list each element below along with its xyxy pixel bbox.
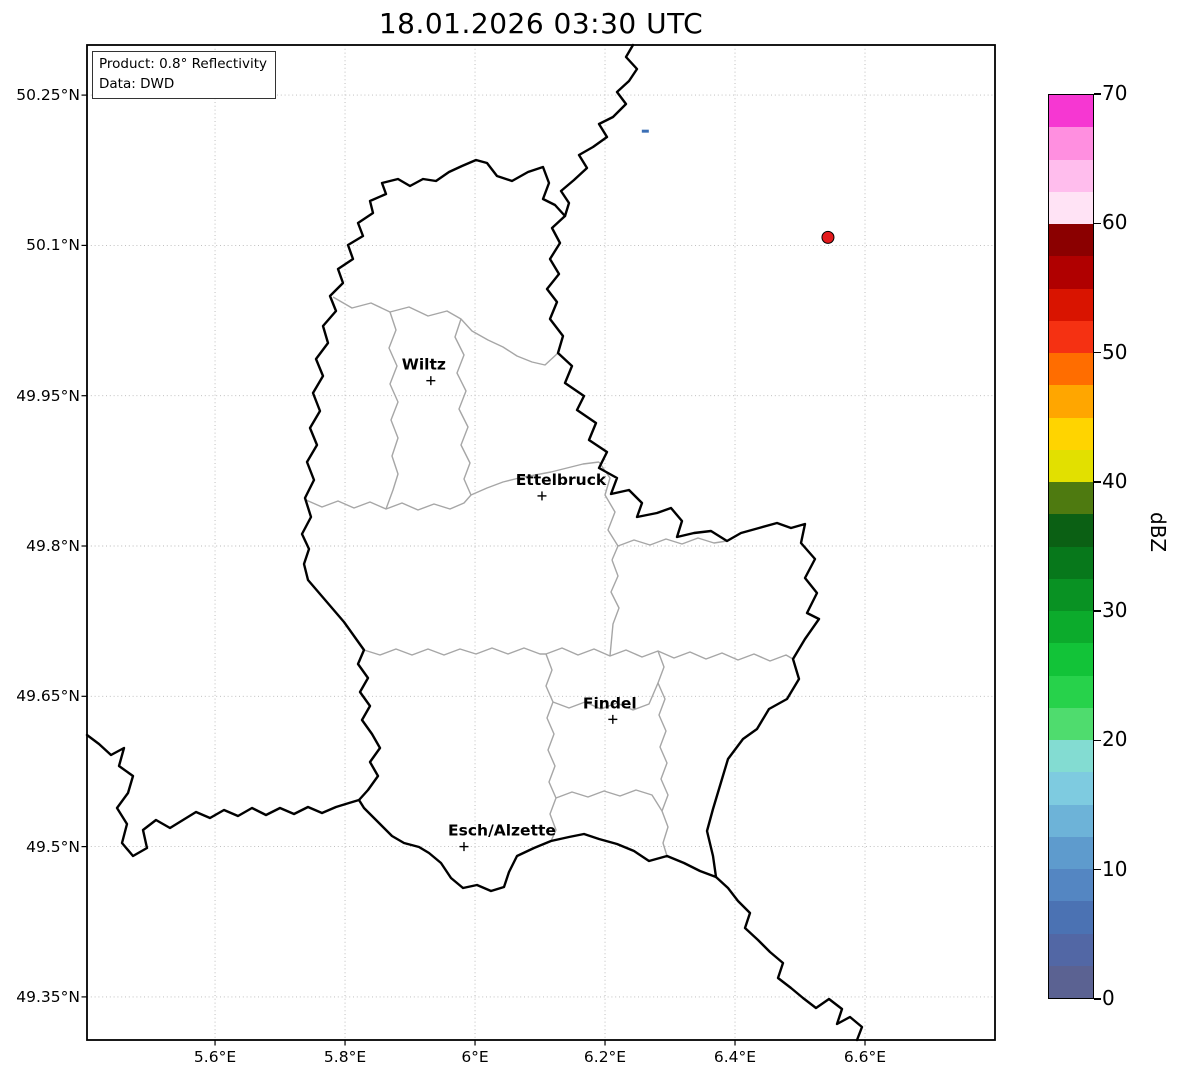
colorbar-swatch	[1049, 449, 1093, 482]
radar-echo-dash	[641, 129, 649, 133]
grid-layer	[87, 45, 995, 1040]
x-tick-label: 6.2°E	[583, 1048, 627, 1066]
colorbar-tick-label: 10	[1102, 856, 1128, 881]
colorbar-swatch	[1049, 643, 1093, 676]
colorbar-swatch	[1049, 127, 1093, 160]
colorbar-tick-mark	[1094, 868, 1101, 871]
x-tick-label: 6°E	[461, 1048, 489, 1066]
y-tick-label: 50.25°N	[16, 86, 80, 105]
plot-frame	[86, 44, 996, 1041]
colorbar-tick-label: 40	[1102, 468, 1128, 493]
colorbar-swatch	[1049, 901, 1093, 934]
colorbar-swatch	[1049, 611, 1093, 644]
city-layer: Wiltz Ettelbruck Findel Esch/Alzette	[402, 356, 637, 852]
district-border	[385, 311, 399, 510]
colorbar-swatches	[1049, 95, 1093, 998]
district-border	[545, 653, 557, 842]
district-border	[609, 559, 620, 657]
colorbar-swatch	[1049, 288, 1093, 321]
luxembourg-border	[300, 158, 821, 893]
colorbar-tick-mark	[1094, 222, 1101, 225]
city-label: Wiltz	[402, 356, 446, 374]
info-box: Product: 0.8° Reflectivity Data: DWD	[92, 51, 276, 100]
france-belgium-border	[85, 733, 361, 858]
district-borders	[305, 296, 794, 857]
district-border	[470, 461, 600, 496]
colorbar-tick-label: 20	[1102, 727, 1128, 752]
colorbar-tick-mark	[1094, 481, 1101, 483]
y-tick-label: 49.95°N	[16, 386, 80, 405]
belgium-germany-border	[559, 43, 639, 218]
colorbar-tick-mark	[1094, 739, 1101, 742]
info-source-line: Data: DWD	[99, 75, 175, 92]
colorbar-swatch	[1049, 869, 1093, 902]
x-tick-label: 6.4°E	[713, 1048, 757, 1066]
axis-tick-layer	[81, 94, 866, 1046]
colorbar-tick-label: 70	[1102, 81, 1128, 105]
district-border	[617, 537, 728, 547]
city-label: Ettelbruck	[516, 471, 607, 489]
district-border	[555, 789, 663, 812]
city-label: Findel	[583, 694, 637, 712]
y-tick-label: 49.5°N	[26, 837, 80, 856]
y-tick-label: 50.1°N	[26, 236, 80, 255]
colorbar-swatch	[1049, 675, 1093, 708]
colorbar-label: dBZ	[1146, 512, 1170, 553]
colorbar-tick-mark	[1094, 351, 1101, 354]
colorbar-swatch	[1049, 482, 1093, 515]
colorbar-tick-mark	[1094, 998, 1101, 1000]
colorbar-swatch	[1049, 256, 1093, 289]
colorbar-tick-mark	[1094, 610, 1101, 612]
x-tick-label: 5.6°E	[193, 1048, 237, 1066]
colorbar-swatch	[1049, 965, 1093, 998]
colorbar	[1048, 94, 1094, 999]
colorbar-swatch	[1049, 320, 1093, 353]
colorbar-swatch	[1049, 95, 1093, 128]
colorbar-tick-mark	[1094, 93, 1101, 95]
colorbar-swatch	[1049, 578, 1093, 611]
radar-echo-layer	[641, 129, 835, 244]
colorbar-swatch	[1049, 933, 1093, 966]
colorbar-swatch	[1049, 836, 1093, 869]
colorbar-swatch	[1049, 772, 1093, 805]
district-border	[657, 650, 669, 857]
city-label: Esch/Alzette	[448, 822, 556, 840]
colorbar-swatch	[1049, 804, 1093, 837]
france-germany-border	[714, 875, 864, 1042]
district-border	[363, 647, 794, 662]
colorbar-tick-label: 60	[1102, 210, 1128, 235]
district-border	[552, 682, 659, 711]
map-background	[87, 45, 995, 1040]
map-canvas: Wiltz Ettelbruck Findel Esch/Alzette	[81, 43, 996, 1046]
figure-title: 18.01.2026 03:30 UTC	[378, 7, 704, 40]
colorbar-swatch	[1049, 546, 1093, 579]
colorbar-swatch	[1049, 224, 1093, 257]
colorbar-swatch	[1049, 707, 1093, 740]
x-tick-label: 6.6°E	[843, 1048, 887, 1066]
y-tick-label: 49.8°N	[26, 537, 80, 555]
x-tick-label: 5.8°E	[323, 1048, 367, 1066]
colorbar-swatch	[1049, 385, 1093, 418]
info-product-line: Product: 0.8° Reflectivity	[99, 56, 267, 72]
colorbar-tick-label: 50	[1102, 339, 1128, 364]
colorbar-swatch	[1049, 740, 1093, 773]
colorbar-swatch	[1049, 514, 1093, 547]
radar-echo-dot	[821, 230, 835, 244]
colorbar-swatch	[1049, 159, 1093, 192]
colorbar-swatch	[1049, 191, 1093, 224]
district-border	[305, 494, 472, 511]
country-borders	[85, 43, 864, 1042]
colorbar-swatch	[1049, 353, 1093, 386]
colorbar-tick-label: 0	[1102, 986, 1115, 1010]
y-tick-label: 49.35°N	[16, 987, 80, 1006]
district-border	[454, 318, 472, 496]
colorbar-swatch	[1049, 417, 1093, 450]
y-tick-label: 49.65°N	[16, 687, 80, 706]
colorbar-tick-label: 30	[1102, 598, 1128, 623]
